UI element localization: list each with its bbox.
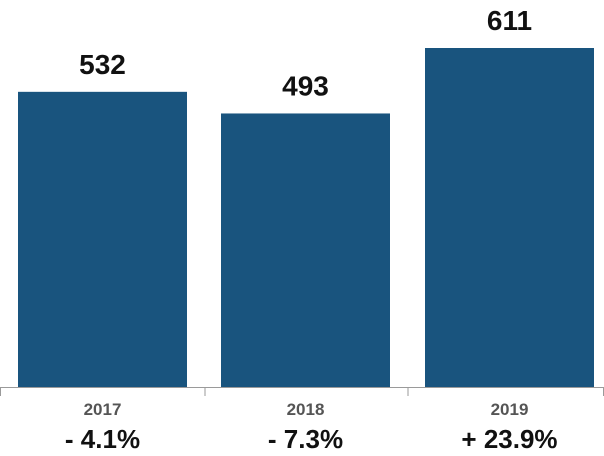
data-label-2018: 493 — [282, 70, 329, 101]
x-tick-label-2017: 2017 — [84, 400, 122, 419]
change-label-2019: + 23.9% — [461, 424, 557, 454]
bar-2019 — [425, 48, 594, 387]
change-label-2018: - 7.3% — [268, 424, 343, 454]
bars-group — [18, 48, 594, 387]
bar-2018 — [221, 113, 390, 387]
x-tick-labels-group: 2017 2018 2019 — [84, 400, 529, 419]
data-label-2019: 611 — [487, 5, 532, 36]
change-labels-group: - 4.1% - 7.3% + 23.9% — [65, 424, 558, 454]
data-label-2017: 532 — [79, 49, 126, 80]
change-label-2017: - 4.1% — [65, 424, 140, 454]
x-axis-ticks-group — [0, 387, 604, 396]
bar-2017 — [18, 91, 187, 387]
x-tick-label-2018: 2018 — [287, 400, 325, 419]
value-labels-group: 532 493 611 — [79, 5, 532, 101]
x-tick-label-2019: 2019 — [491, 400, 529, 419]
